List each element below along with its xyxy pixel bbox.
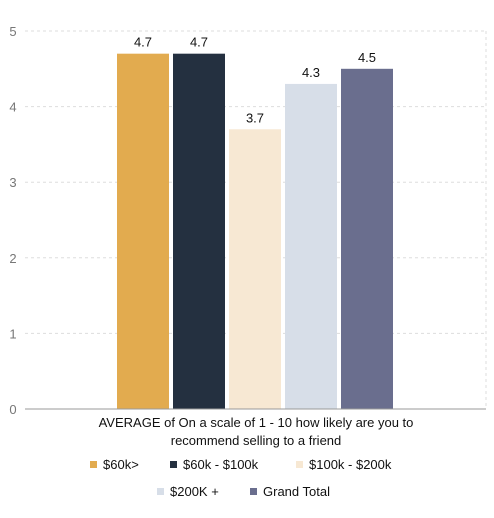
x-axis-label-line-1: AVERAGE of On a scale of 1 - 10 how like… — [99, 415, 414, 430]
legend-label: $200K + — [170, 484, 219, 499]
legend: $60k> $60k - $100k $100k - $200k $200K + Gra… — [90, 457, 392, 499]
bars — [117, 53, 393, 410]
bar-5 — [341, 68, 393, 410]
y-axis-ticks: 0 1 2 3 4 5 — [9, 24, 16, 417]
data-label: 4.5 — [358, 50, 376, 65]
legend-swatch — [157, 488, 164, 495]
data-labels: 4.7 4.7 3.7 4.3 4.5 — [134, 35, 376, 126]
y-tick-label: 3 — [9, 175, 16, 190]
legend-swatch — [250, 488, 257, 495]
legend-label: Grand Total — [263, 484, 330, 499]
legend-swatch — [170, 461, 177, 468]
y-tick-label: 5 — [9, 24, 16, 39]
data-label: 4.7 — [190, 35, 208, 50]
bar-3 — [229, 129, 281, 409]
x-axis-label-line-2: recommend selling to a friend — [171, 433, 342, 448]
y-tick-label: 1 — [9, 326, 16, 341]
bar-2 — [173, 53, 225, 410]
y-tick-label: 0 — [9, 402, 16, 417]
legend-label: $60k - $100k — [183, 457, 259, 472]
data-label: 3.7 — [246, 110, 264, 125]
data-label: 4.7 — [134, 35, 152, 50]
bar-4 — [285, 83, 337, 410]
legend-label: $60k> — [103, 457, 139, 472]
legend-swatch — [296, 461, 303, 468]
bar-1 — [117, 53, 169, 410]
data-label: 4.3 — [302, 65, 320, 80]
y-tick-label: 4 — [9, 100, 16, 115]
legend-label: $100k - $200k — [309, 457, 392, 472]
legend-swatch — [90, 461, 97, 468]
y-tick-label: 2 — [9, 251, 16, 266]
